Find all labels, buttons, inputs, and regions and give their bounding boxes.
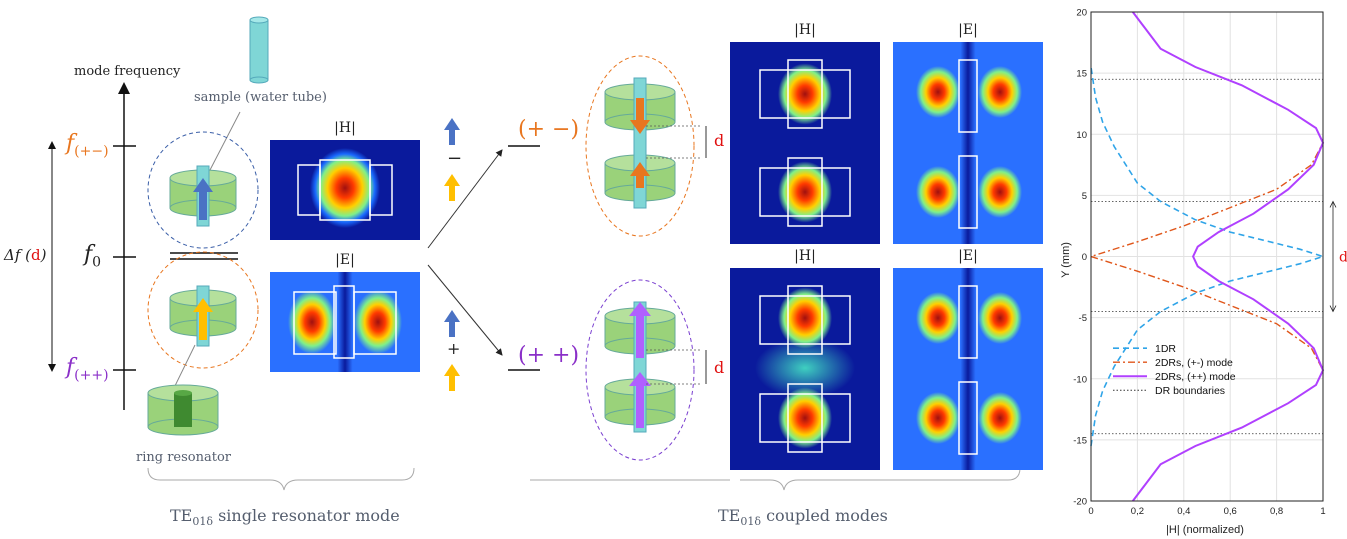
chart-grid	[1090, 11, 1324, 502]
coupled-diagram	[530, 55, 730, 481]
x-tick-label: 0,2	[1131, 506, 1144, 517]
x-tick-label: 0,4	[1177, 506, 1190, 517]
plus-sign: +	[447, 339, 461, 358]
coupled-circle-orange	[585, 55, 695, 237]
field-profile-chart: -20 -15 -10 -5 0 5 10 15 20 0 0,2 0,4 0,6 0,8 1 Y (mm…	[1060, 8, 1347, 537]
x-tick-label: 0,6	[1224, 506, 1237, 517]
chart-d-annotation: d	[1329, 200, 1347, 313]
legend-label: 2DRs, (++) mode	[1155, 371, 1236, 383]
d-annotation-label: d	[1339, 250, 1347, 266]
y-tick-label: -15	[1073, 435, 1087, 446]
y-tick-label: 10	[1076, 130, 1087, 141]
legend-label: 2DRs, (+-) mode	[1155, 357, 1233, 369]
chart-frame	[1090, 11, 1324, 502]
single-e-field-map	[270, 272, 420, 372]
coupled-e-map-top	[893, 42, 1043, 244]
chart-y-ticks: -20 -15 -10 -5 0 5 10 15 20	[1073, 8, 1087, 508]
coupled-e-title-bottom: |E|	[958, 248, 978, 264]
coupled-pp-icon	[604, 301, 707, 433]
coupled-circle-purple	[585, 279, 695, 461]
x-tick-label: 1	[1320, 506, 1325, 517]
x-tick-label: 0,8	[1270, 506, 1283, 517]
series-line	[1132, 11, 1325, 502]
x-tick-label: 0	[1088, 506, 1093, 517]
legend-label: 1DR	[1155, 343, 1176, 355]
label-f-plus-plus: f(++)	[66, 355, 109, 384]
split-arrow-down	[427, 264, 503, 356]
mode-plus-plus-label: (+ +)	[518, 343, 580, 368]
up-arrows-minus	[444, 118, 460, 201]
label-f-zero: f0	[84, 242, 102, 271]
dr-bottom-icon	[169, 285, 237, 347]
chart-ylabel: Y (mm)	[1060, 242, 1072, 278]
sample-tube-icon	[249, 16, 269, 84]
chart-x-ticks: 0 0,2 0,4 0,6 0,8 1	[1088, 506, 1325, 517]
single-h-title: |H|	[334, 120, 356, 136]
dr-circle-orange	[147, 251, 259, 369]
coupled-h-title-top: |H|	[794, 22, 816, 38]
label-f-plus-minus: f(+−)	[66, 131, 109, 160]
up-arrows-plus	[444, 310, 460, 391]
coupled-h-title-bottom: |H|	[794, 248, 816, 264]
chart-legend: 1DR 2DRs, (+-) mode 2DRs, (++) mode DR boun…	[1113, 343, 1236, 397]
coupled-pm-icon	[604, 77, 707, 209]
sample-label: sample (water tube)	[194, 90, 327, 105]
axis-title: mode frequency	[74, 64, 181, 79]
coupled-e-title-top: |E|	[958, 22, 978, 38]
coupled-h-map-bottom	[730, 268, 880, 470]
chart-dr-boundaries	[1091, 78, 1323, 435]
left-diagram	[48, 16, 415, 491]
d-arrow-top	[1329, 200, 1337, 208]
brace-coupled-right	[740, 467, 1021, 491]
dr-top-icon	[169, 165, 237, 227]
d-arrow-bottom	[1329, 305, 1337, 313]
d-label-top: d	[714, 131, 725, 150]
single-h-field-map	[270, 140, 420, 240]
dr-circle-blue	[147, 131, 259, 249]
ring-resonator-icon	[147, 384, 219, 436]
y-tick-label: 15	[1076, 69, 1087, 80]
middle-diagram	[427, 118, 540, 391]
single-mode-caption: TE01δ single resonator mode	[170, 506, 400, 529]
d-label-bottom: d	[714, 358, 725, 377]
y-tick-label: 5	[1082, 191, 1087, 202]
y-tick-label: 20	[1076, 8, 1087, 19]
coupled-caption: TE01δ coupled modes	[718, 506, 888, 529]
y-tick-label: 0	[1082, 252, 1087, 263]
y-tick-label: -5	[1079, 313, 1087, 324]
split-arrow-up	[427, 149, 503, 249]
chart-series	[1088, 11, 1326, 502]
brace-coupled	[530, 479, 730, 481]
minus-sign: −	[447, 148, 463, 169]
coupled-h-map-top	[730, 42, 880, 244]
y-tick-label: -20	[1073, 497, 1087, 508]
brace-single	[147, 467, 415, 491]
y-tick-label: -10	[1073, 374, 1087, 385]
label-delta-f: Δf (d)	[4, 246, 47, 264]
mode-plus-minus-label: (+ −)	[518, 117, 580, 142]
ring-label: ring resonator	[136, 450, 231, 465]
single-e-title: |E|	[335, 252, 355, 268]
coupled-e-map-bottom	[893, 268, 1043, 470]
chart-xlabel: |H| (normalized)	[1166, 524, 1244, 536]
legend-label: DR boundaries	[1155, 385, 1225, 397]
